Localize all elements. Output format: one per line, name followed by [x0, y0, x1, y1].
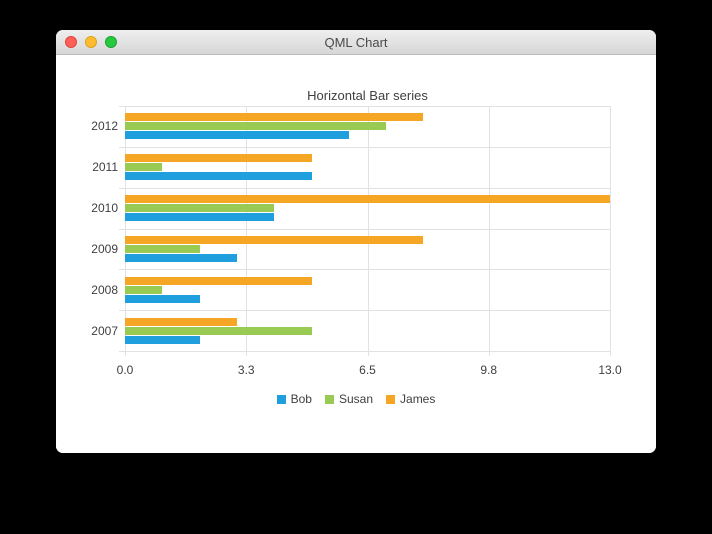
close-icon[interactable]	[65, 36, 77, 48]
legend-label: James	[400, 392, 436, 406]
y-gridline	[119, 269, 610, 271]
category-label: 2012	[91, 119, 118, 134]
x-gridline	[367, 106, 369, 356]
chart-area: Horizontal Bar series Bob Susan James 0.0 3…	[56, 55, 656, 453]
x-tick-label: 3.3	[237, 363, 255, 377]
bar-james-2011	[125, 154, 312, 163]
bar-bob-2009	[125, 253, 237, 262]
bar-james-2012	[125, 113, 424, 122]
y-gridline	[119, 310, 610, 312]
bar-james-2008	[125, 276, 312, 285]
legend-marker-icon	[324, 394, 334, 404]
y-gridline	[119, 228, 610, 230]
bar-susan-2009	[125, 244, 200, 253]
bar-susan-2012	[125, 122, 387, 131]
bar-james-2009	[125, 235, 424, 244]
legend-item-bob: Bob	[276, 392, 312, 406]
y-gridline	[119, 187, 610, 189]
chart-legend: Bob Susan James	[56, 392, 656, 406]
x-tick-label: 6.5	[359, 363, 376, 377]
legend-item-susan: Susan	[324, 392, 374, 406]
category-label: 2007	[91, 323, 118, 338]
window-controls	[65, 30, 117, 54]
titlebar[interactable]: QML Chart	[56, 30, 656, 55]
y-gridline	[119, 351, 610, 352]
zoom-icon[interactable]	[105, 36, 117, 48]
category-label: 2010	[91, 201, 118, 216]
bar-bob-2011	[125, 172, 312, 181]
bar-bob-2007	[125, 335, 200, 344]
category-label: 2009	[91, 241, 118, 256]
legend-marker-icon	[276, 394, 286, 404]
category-label: 2011	[92, 160, 118, 175]
bar-bob-2010	[125, 213, 275, 222]
bar-bob-2012	[125, 131, 349, 140]
bar-susan-2008	[125, 285, 163, 294]
x-gridline	[246, 106, 248, 356]
x-tick-label: 13.0	[598, 363, 622, 377]
legend-label: Bob	[290, 392, 312, 406]
bar-susan-2010	[125, 204, 275, 213]
x-tick-label: 0.0	[116, 363, 134, 377]
category-label: 2008	[91, 282, 118, 297]
y-gridline	[119, 106, 610, 107]
bar-bob-2008	[125, 294, 200, 303]
qml-chart-window: QML Chart Horizontal Bar series Bob Susan…	[56, 30, 656, 453]
bar-james-2010	[125, 195, 610, 204]
x-gridline	[125, 106, 126, 356]
bar-susan-2011	[125, 163, 163, 172]
window-title: QML Chart	[324, 34, 388, 50]
y-gridline	[119, 146, 610, 148]
bar-james-2007	[125, 317, 237, 326]
x-gridline	[488, 106, 490, 356]
chart-title: Horizontal Bar series	[307, 88, 428, 103]
legend-label: Susan	[338, 392, 374, 406]
x-gridline	[610, 106, 611, 356]
minimize-icon[interactable]	[85, 36, 97, 48]
legend-item-james: James	[386, 392, 435, 406]
legend-marker-icon	[386, 394, 396, 404]
bar-susan-2007	[125, 326, 312, 335]
x-tick-label: 9.8	[480, 363, 498, 377]
